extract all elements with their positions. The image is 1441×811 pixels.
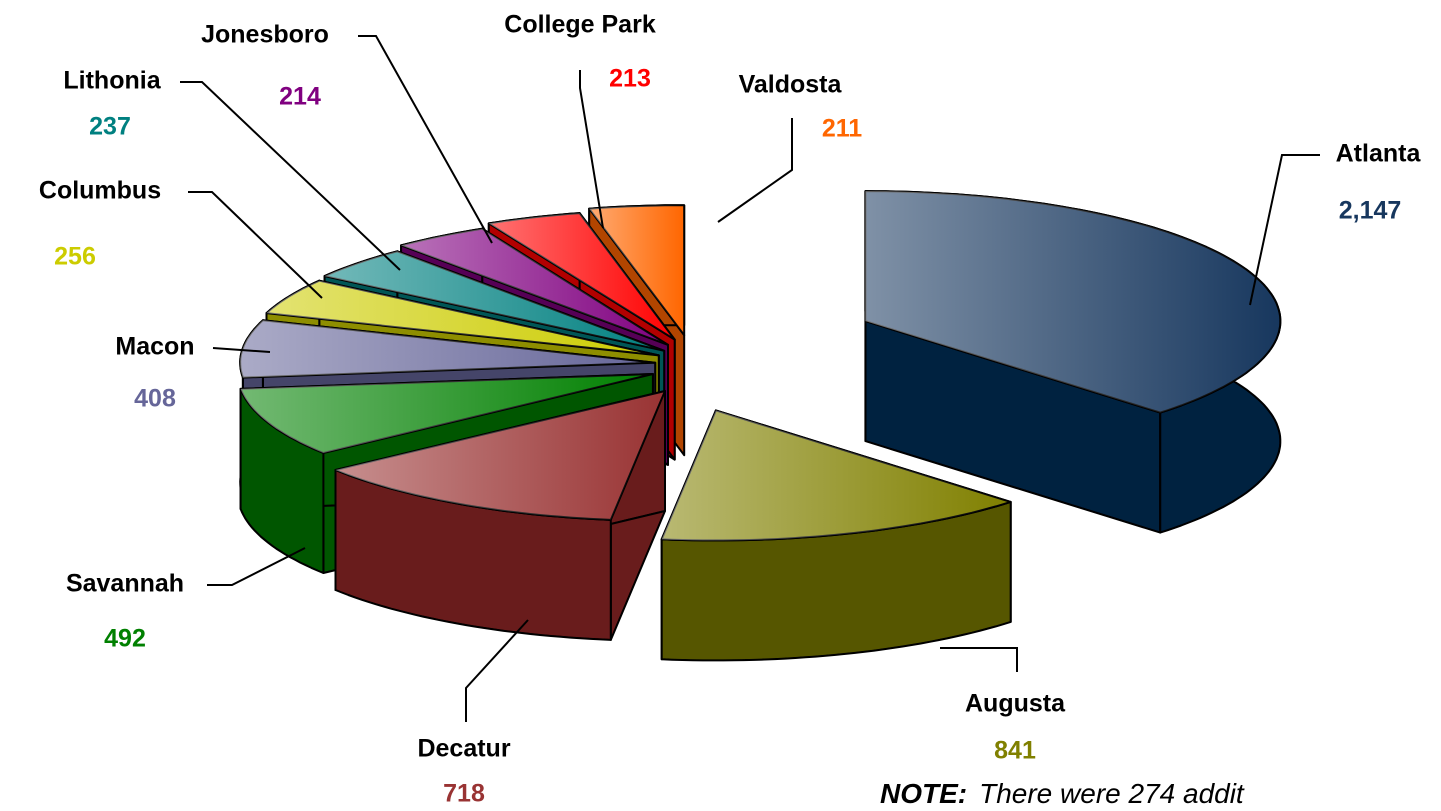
value-label: 718 [443,780,485,808]
slice-shine [401,228,668,345]
note-text: There were 274 addit [979,778,1245,809]
slice-shine [589,205,685,336]
category-label: College Park [504,11,656,39]
leader-line [188,191,323,299]
category-label: Macon [115,333,194,361]
slice-shine [240,374,653,453]
category-label: Savannah [66,570,184,598]
category-label: Atlanta [1336,140,1422,168]
value-label: 256 [54,243,96,271]
category-label: Columbus [39,177,161,205]
leader-line [465,619,529,722]
slice-shine [335,391,665,520]
slice-shine [661,410,1011,541]
leader-line [579,70,604,229]
slice-shine [488,213,675,340]
labels: Atlanta 2,147 Augusta 841 Decatur 718 Savannah… [39,11,1422,808]
category-label: Lithonia [63,67,161,95]
value-label: 408 [134,385,176,413]
value-label: 237 [89,113,131,141]
leader-line [940,647,1018,672]
leader-line [180,81,401,271]
note: NOTE: There were 274 addit [880,778,1245,809]
slice-shine [266,280,659,356]
leader-line [358,35,493,244]
category-label: Augusta [965,690,1066,718]
note-label: NOTE: [880,778,967,809]
value-label: 214 [279,83,321,111]
value-label: 211 [822,115,862,143]
slice-shine [324,251,665,351]
leader-line [212,347,271,353]
slice-shine [240,320,656,378]
category-label: Jonesboro [201,21,329,49]
value-label: 841 [994,737,1036,765]
pie [239,190,1282,662]
leader-line [717,118,793,223]
category-label: Decatur [417,735,510,763]
leader-line [1249,154,1320,306]
value-label: 2,147 [1339,197,1402,225]
value-label: 492 [104,625,146,653]
value-label: 213 [609,65,651,93]
leader-line [207,547,306,586]
category-label: Valdosta [739,71,843,99]
slice-shine [865,191,1281,413]
